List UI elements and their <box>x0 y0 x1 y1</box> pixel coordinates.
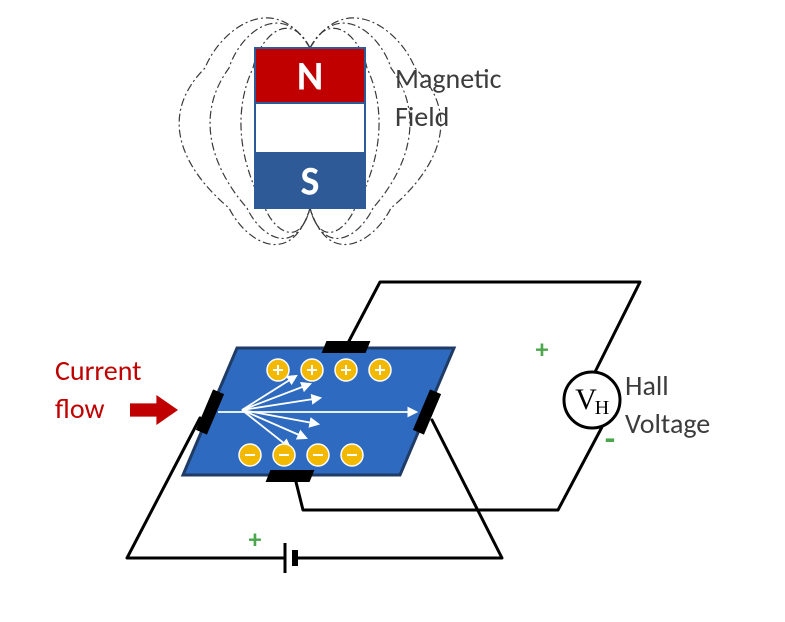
magnet-n-letter: N <box>297 52 323 101</box>
label-hall-voltage-1: Hall <box>625 368 669 403</box>
battery-plus: + <box>249 523 262 555</box>
current-arrow-icon <box>130 395 178 425</box>
label-hall-voltage-2: Voltage <box>625 406 710 441</box>
voltmeter-plus: + <box>536 333 549 365</box>
label-current-flow-2: flow <box>55 391 105 426</box>
voltmeter-minus: - <box>605 419 615 460</box>
label-current-flow-1: Current <box>55 353 142 388</box>
voltmeter-h: H <box>595 397 609 419</box>
label-magnetic-field-2: Field <box>395 99 449 134</box>
contact-top <box>322 341 371 353</box>
label-magnetic-field-1: Magnetic <box>395 61 502 96</box>
contact-bottom <box>266 470 315 482</box>
magnet-s-letter: S <box>301 157 320 206</box>
